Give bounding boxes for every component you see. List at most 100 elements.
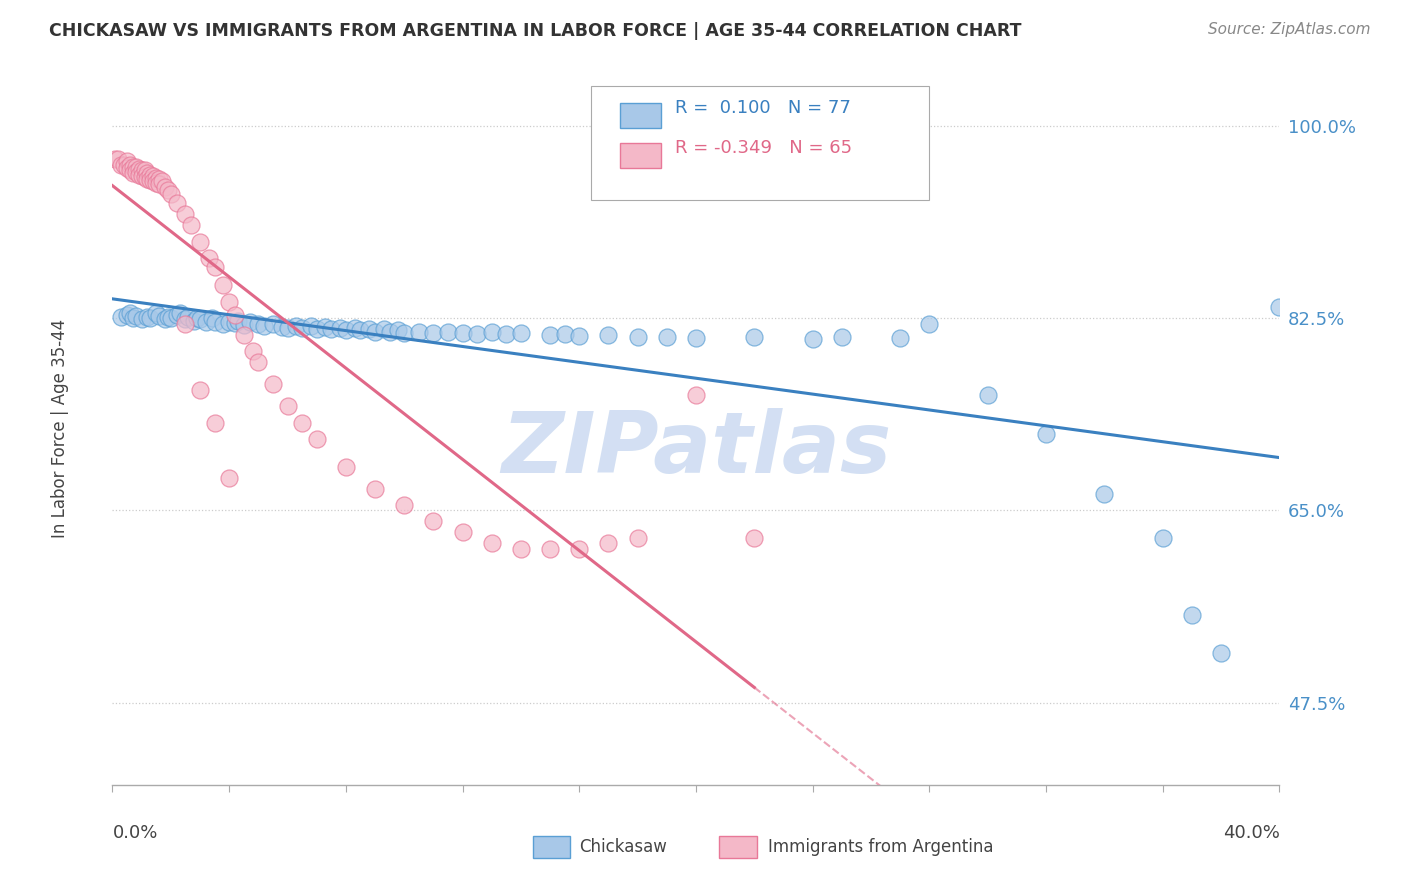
Point	[270, 320, 292, 334]
Point	[291, 416, 314, 430]
Point	[627, 531, 650, 545]
Point	[188, 383, 211, 397]
Point	[329, 321, 352, 335]
Point	[685, 331, 707, 345]
Point	[104, 152, 127, 166]
Point	[128, 162, 150, 177]
Point	[131, 163, 153, 178]
Point	[212, 278, 235, 293]
Point	[305, 432, 328, 446]
Point	[134, 163, 156, 178]
Text: CHICKASAW VS IMMIGRANTS FROM ARGENTINA IN LABOR FORCE | AGE 35-44 CORRELATION CH: CHICKASAW VS IMMIGRANTS FROM ARGENTINA I…	[49, 22, 1022, 40]
Point	[378, 325, 401, 339]
Point	[889, 331, 911, 345]
Point	[212, 317, 235, 331]
FancyBboxPatch shape	[591, 86, 929, 200]
Point	[174, 207, 197, 221]
Text: Source: ZipAtlas.com: Source: ZipAtlas.com	[1208, 22, 1371, 37]
Point	[118, 158, 141, 172]
Point	[142, 174, 165, 188]
Point	[1268, 301, 1291, 315]
Point	[262, 377, 284, 392]
Point	[136, 310, 159, 325]
Point	[153, 179, 176, 194]
Point	[204, 315, 226, 329]
Text: R =  0.100   N = 77: R = 0.100 N = 77	[675, 100, 851, 118]
Point	[495, 326, 517, 341]
Point	[262, 317, 284, 331]
Point	[343, 321, 366, 335]
Point	[204, 416, 226, 430]
Point	[218, 294, 240, 309]
Point	[627, 330, 650, 344]
Point	[349, 323, 371, 337]
Point	[118, 306, 141, 320]
Point	[148, 309, 170, 323]
Point	[509, 541, 531, 556]
Point	[188, 235, 211, 249]
Point	[136, 172, 159, 186]
Text: 40.0%: 40.0%	[1223, 824, 1279, 842]
Point	[364, 482, 387, 496]
Point	[305, 322, 328, 336]
Bar	[620, 143, 661, 168]
Point	[299, 319, 322, 334]
Point	[232, 327, 254, 342]
Point	[685, 388, 707, 402]
Point	[359, 322, 381, 336]
Point	[125, 309, 148, 323]
Point	[465, 326, 488, 341]
Point	[139, 311, 162, 326]
Point	[1181, 607, 1204, 622]
Point	[145, 306, 167, 320]
Point	[150, 174, 173, 188]
Point	[153, 312, 176, 326]
Point	[169, 306, 191, 320]
Point	[568, 541, 591, 556]
Point	[422, 326, 444, 340]
Point	[976, 388, 998, 402]
Point	[276, 399, 298, 413]
Point	[598, 536, 620, 550]
Point	[742, 531, 765, 545]
Point	[1035, 426, 1057, 441]
Point	[139, 168, 162, 182]
Bar	[620, 103, 661, 128]
Point	[177, 310, 200, 325]
Point	[655, 330, 678, 344]
Point	[201, 311, 224, 326]
Point	[115, 308, 138, 322]
Point	[224, 308, 246, 322]
Point	[115, 154, 138, 169]
Point	[160, 311, 183, 326]
Point	[142, 169, 165, 183]
Point	[232, 318, 254, 332]
Point	[276, 321, 298, 335]
Point	[110, 310, 132, 325]
Point	[125, 165, 148, 179]
Point	[568, 329, 591, 343]
Point	[242, 344, 264, 359]
Point	[125, 160, 148, 174]
Point	[291, 321, 314, 335]
Point	[285, 319, 308, 334]
Point	[1209, 646, 1232, 660]
Point	[538, 541, 561, 556]
Point	[134, 169, 156, 184]
Point	[314, 320, 336, 334]
Point	[131, 169, 153, 183]
Point	[174, 312, 197, 326]
Point	[122, 166, 145, 180]
Point	[226, 313, 249, 327]
Text: 0.0%: 0.0%	[112, 824, 157, 842]
Point	[481, 325, 503, 339]
Point	[160, 187, 183, 202]
Point	[481, 536, 503, 550]
Bar	[720, 836, 756, 858]
Point	[394, 498, 416, 512]
Point	[139, 173, 162, 187]
Text: Immigrants from Argentina: Immigrants from Argentina	[768, 838, 994, 856]
Text: Chickasaw: Chickasaw	[579, 838, 668, 856]
Point	[451, 326, 474, 340]
Point	[247, 317, 270, 331]
